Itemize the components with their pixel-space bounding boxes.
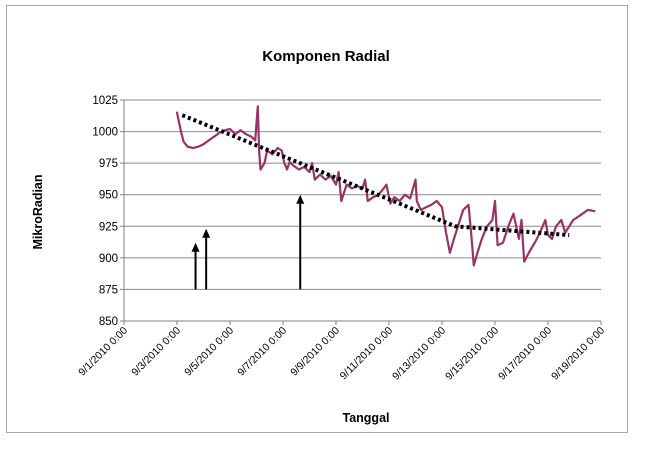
x-tick-label: 9/19/2010 0:00 xyxy=(549,325,607,383)
annotation-arrow-head xyxy=(191,242,200,252)
y-tick-label: 1025 xyxy=(92,95,118,107)
annotation-arrows xyxy=(191,194,305,290)
x-tick-labels: 9/1/2010 0:00 9/3/2010 0:00 9/5/2010 0:00 9… xyxy=(76,325,607,383)
x-tick-label: 9/3/2010 0:00 xyxy=(129,325,183,379)
y-tick-label: 925 xyxy=(99,221,118,233)
annotation-arrow-head xyxy=(202,228,211,238)
y-tick-label: 875 xyxy=(99,284,118,296)
y-axis-title: MikroRadian xyxy=(31,174,45,249)
y-tick-label: 975 xyxy=(99,158,118,170)
y-tick-label: 1000 xyxy=(92,127,118,139)
annotation-arrow-head xyxy=(296,194,305,204)
x-axis-title: Tanggal xyxy=(343,411,390,425)
x-tick-label: 9/7/2010 0:00 xyxy=(235,325,289,379)
y-tick-label: 900 xyxy=(99,253,118,265)
y-tick-label: 950 xyxy=(99,190,118,202)
x-tick-label: 9/5/2010 0:00 xyxy=(182,325,236,379)
y-tick-labels: 850 875 900 925 950 975 1000 1025 xyxy=(92,95,118,328)
axes xyxy=(120,99,602,325)
x-tick-label: 9/15/2010 0:00 xyxy=(443,325,501,383)
x-tick-label: 9/13/2010 0:00 xyxy=(390,325,448,383)
chart-title: Komponen Radial xyxy=(262,48,390,65)
trend-line xyxy=(181,113,570,238)
x-tick-label: 9/17/2010 0:00 xyxy=(496,325,554,383)
x-tick-label: 9/1/2010 0:00 xyxy=(76,325,130,379)
x-tick-label: 9/11/2010 0:00 xyxy=(338,325,396,383)
y-tick-label: 850 xyxy=(99,316,118,328)
x-tick-label: 9/9/2010 0:00 xyxy=(288,325,342,379)
chart-frame xyxy=(6,5,628,433)
series-layer xyxy=(175,105,596,267)
data-series-line xyxy=(175,105,596,267)
